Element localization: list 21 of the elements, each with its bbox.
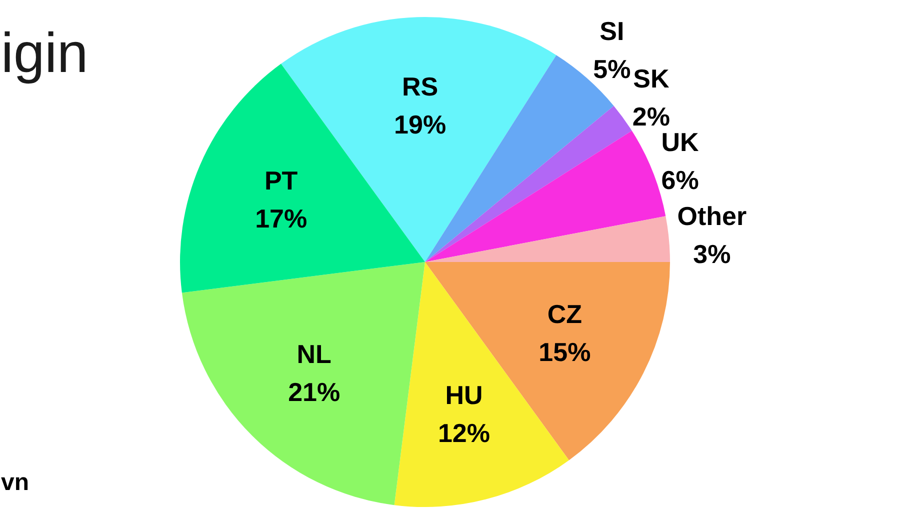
slice-label: CZ bbox=[547, 299, 582, 330]
chart-title: igin bbox=[1, 21, 88, 84]
slice-label: RS bbox=[402, 71, 438, 102]
slice-label: NL bbox=[296, 338, 332, 369]
slice-label: SK bbox=[633, 64, 670, 94]
data-label: 12% bbox=[438, 418, 490, 448]
data-label: 17% bbox=[255, 204, 308, 234]
pie-slice bbox=[425, 216, 670, 262]
pie-slice bbox=[182, 262, 425, 506]
pie-slice bbox=[425, 262, 670, 460]
slice-label: Other bbox=[677, 200, 747, 231]
text: vn bbox=[1, 469, 30, 496]
data-label: 6% bbox=[661, 165, 699, 196]
slice-label: SI bbox=[600, 16, 624, 46]
data-label: 5% bbox=[593, 54, 631, 84]
data-label: 15% bbox=[538, 337, 591, 368]
slice-label: PT bbox=[264, 166, 298, 196]
data-label: 19% bbox=[394, 109, 446, 140]
data-label: 3% bbox=[693, 238, 731, 269]
data-label: 21% bbox=[288, 376, 340, 407]
slice-label: HU bbox=[445, 380, 483, 410]
